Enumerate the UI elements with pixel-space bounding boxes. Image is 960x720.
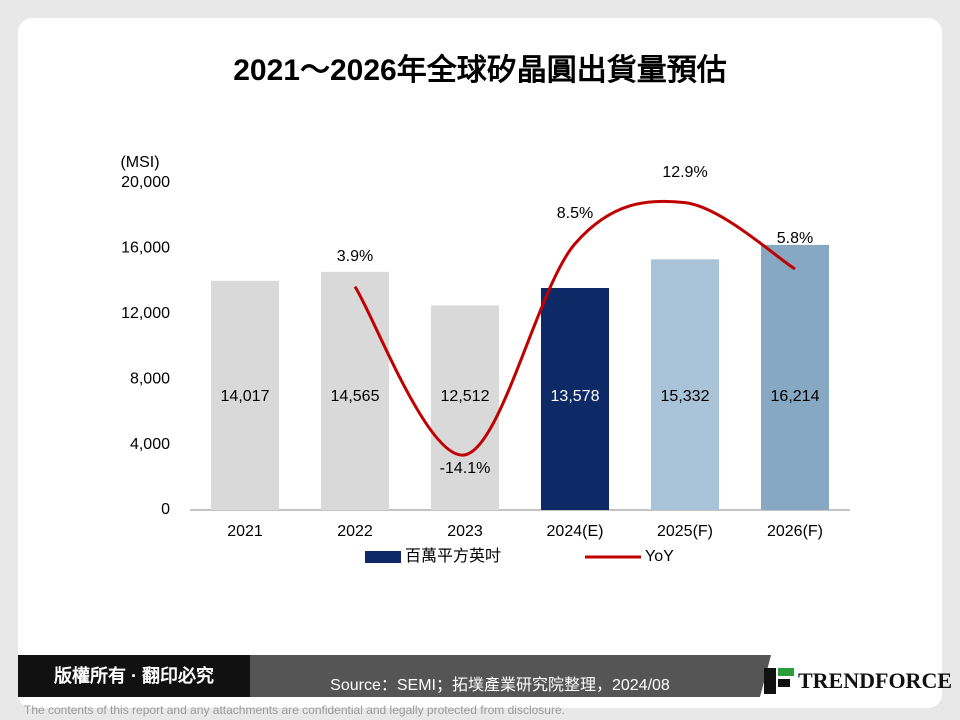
rights: 版權所有 · 翻印必究 xyxy=(54,665,214,686)
legend-label: 百萬平方英吋 xyxy=(405,547,501,565)
x-tick-label: 2023 xyxy=(447,523,483,540)
x-tick-label: 2022 xyxy=(337,523,373,540)
x-tick-label: 2026(F) xyxy=(767,523,823,540)
bar-value-label: 14,017 xyxy=(221,388,270,405)
x-tick-label: 2024(E) xyxy=(547,523,604,540)
disclaimer: The contents of this report and any atta… xyxy=(24,703,565,717)
legend-swatch xyxy=(365,551,401,563)
bar xyxy=(651,259,719,510)
unit-label: (MSI) xyxy=(120,154,159,171)
bar-value-label: 14,565 xyxy=(331,388,380,405)
line-value-label: 5.8% xyxy=(777,230,813,247)
line-value-label: 8.5% xyxy=(557,205,593,222)
y-tick-label: 0 xyxy=(161,501,170,518)
bar-value-label: 12,512 xyxy=(441,388,490,405)
bar xyxy=(761,244,829,510)
bar xyxy=(541,287,609,510)
y-tick-label: 12,000 xyxy=(121,305,170,322)
logo-icon xyxy=(778,668,794,676)
source: Source：SEMI；拓墣產業研究院整理，2024/08 xyxy=(330,676,670,694)
bar-value-label: 16,214 xyxy=(771,388,820,405)
title: 2021～2026年全球矽晶圓出貨量預估 xyxy=(233,53,726,87)
line-value-label: 12.9% xyxy=(662,164,707,181)
x-tick-label: 2025(F) xyxy=(657,523,713,540)
x-tick-label: 2021 xyxy=(227,523,263,540)
y-tick-label: 4,000 xyxy=(130,436,170,453)
yoy-line xyxy=(353,199,796,457)
y-tick-label: 16,000 xyxy=(121,240,170,257)
bar xyxy=(211,280,279,510)
rights-band xyxy=(18,655,250,697)
bar xyxy=(321,271,389,510)
bar-value-label: 13,578 xyxy=(551,388,600,405)
legend-label: YoY xyxy=(645,548,674,565)
y-tick-label: 8,000 xyxy=(130,370,170,387)
logo-icon xyxy=(778,679,790,687)
logo-band xyxy=(760,640,942,697)
bar-value-label: 15,332 xyxy=(661,388,710,405)
bar xyxy=(431,305,499,510)
y-tick-label: 20,000 xyxy=(121,174,170,191)
logo: TRENDFORCE xyxy=(798,668,952,693)
line-value-label: -14.1% xyxy=(440,460,491,477)
line-value-label: 3.9% xyxy=(337,248,373,265)
logo-icon xyxy=(764,668,776,694)
source-band xyxy=(250,655,775,697)
